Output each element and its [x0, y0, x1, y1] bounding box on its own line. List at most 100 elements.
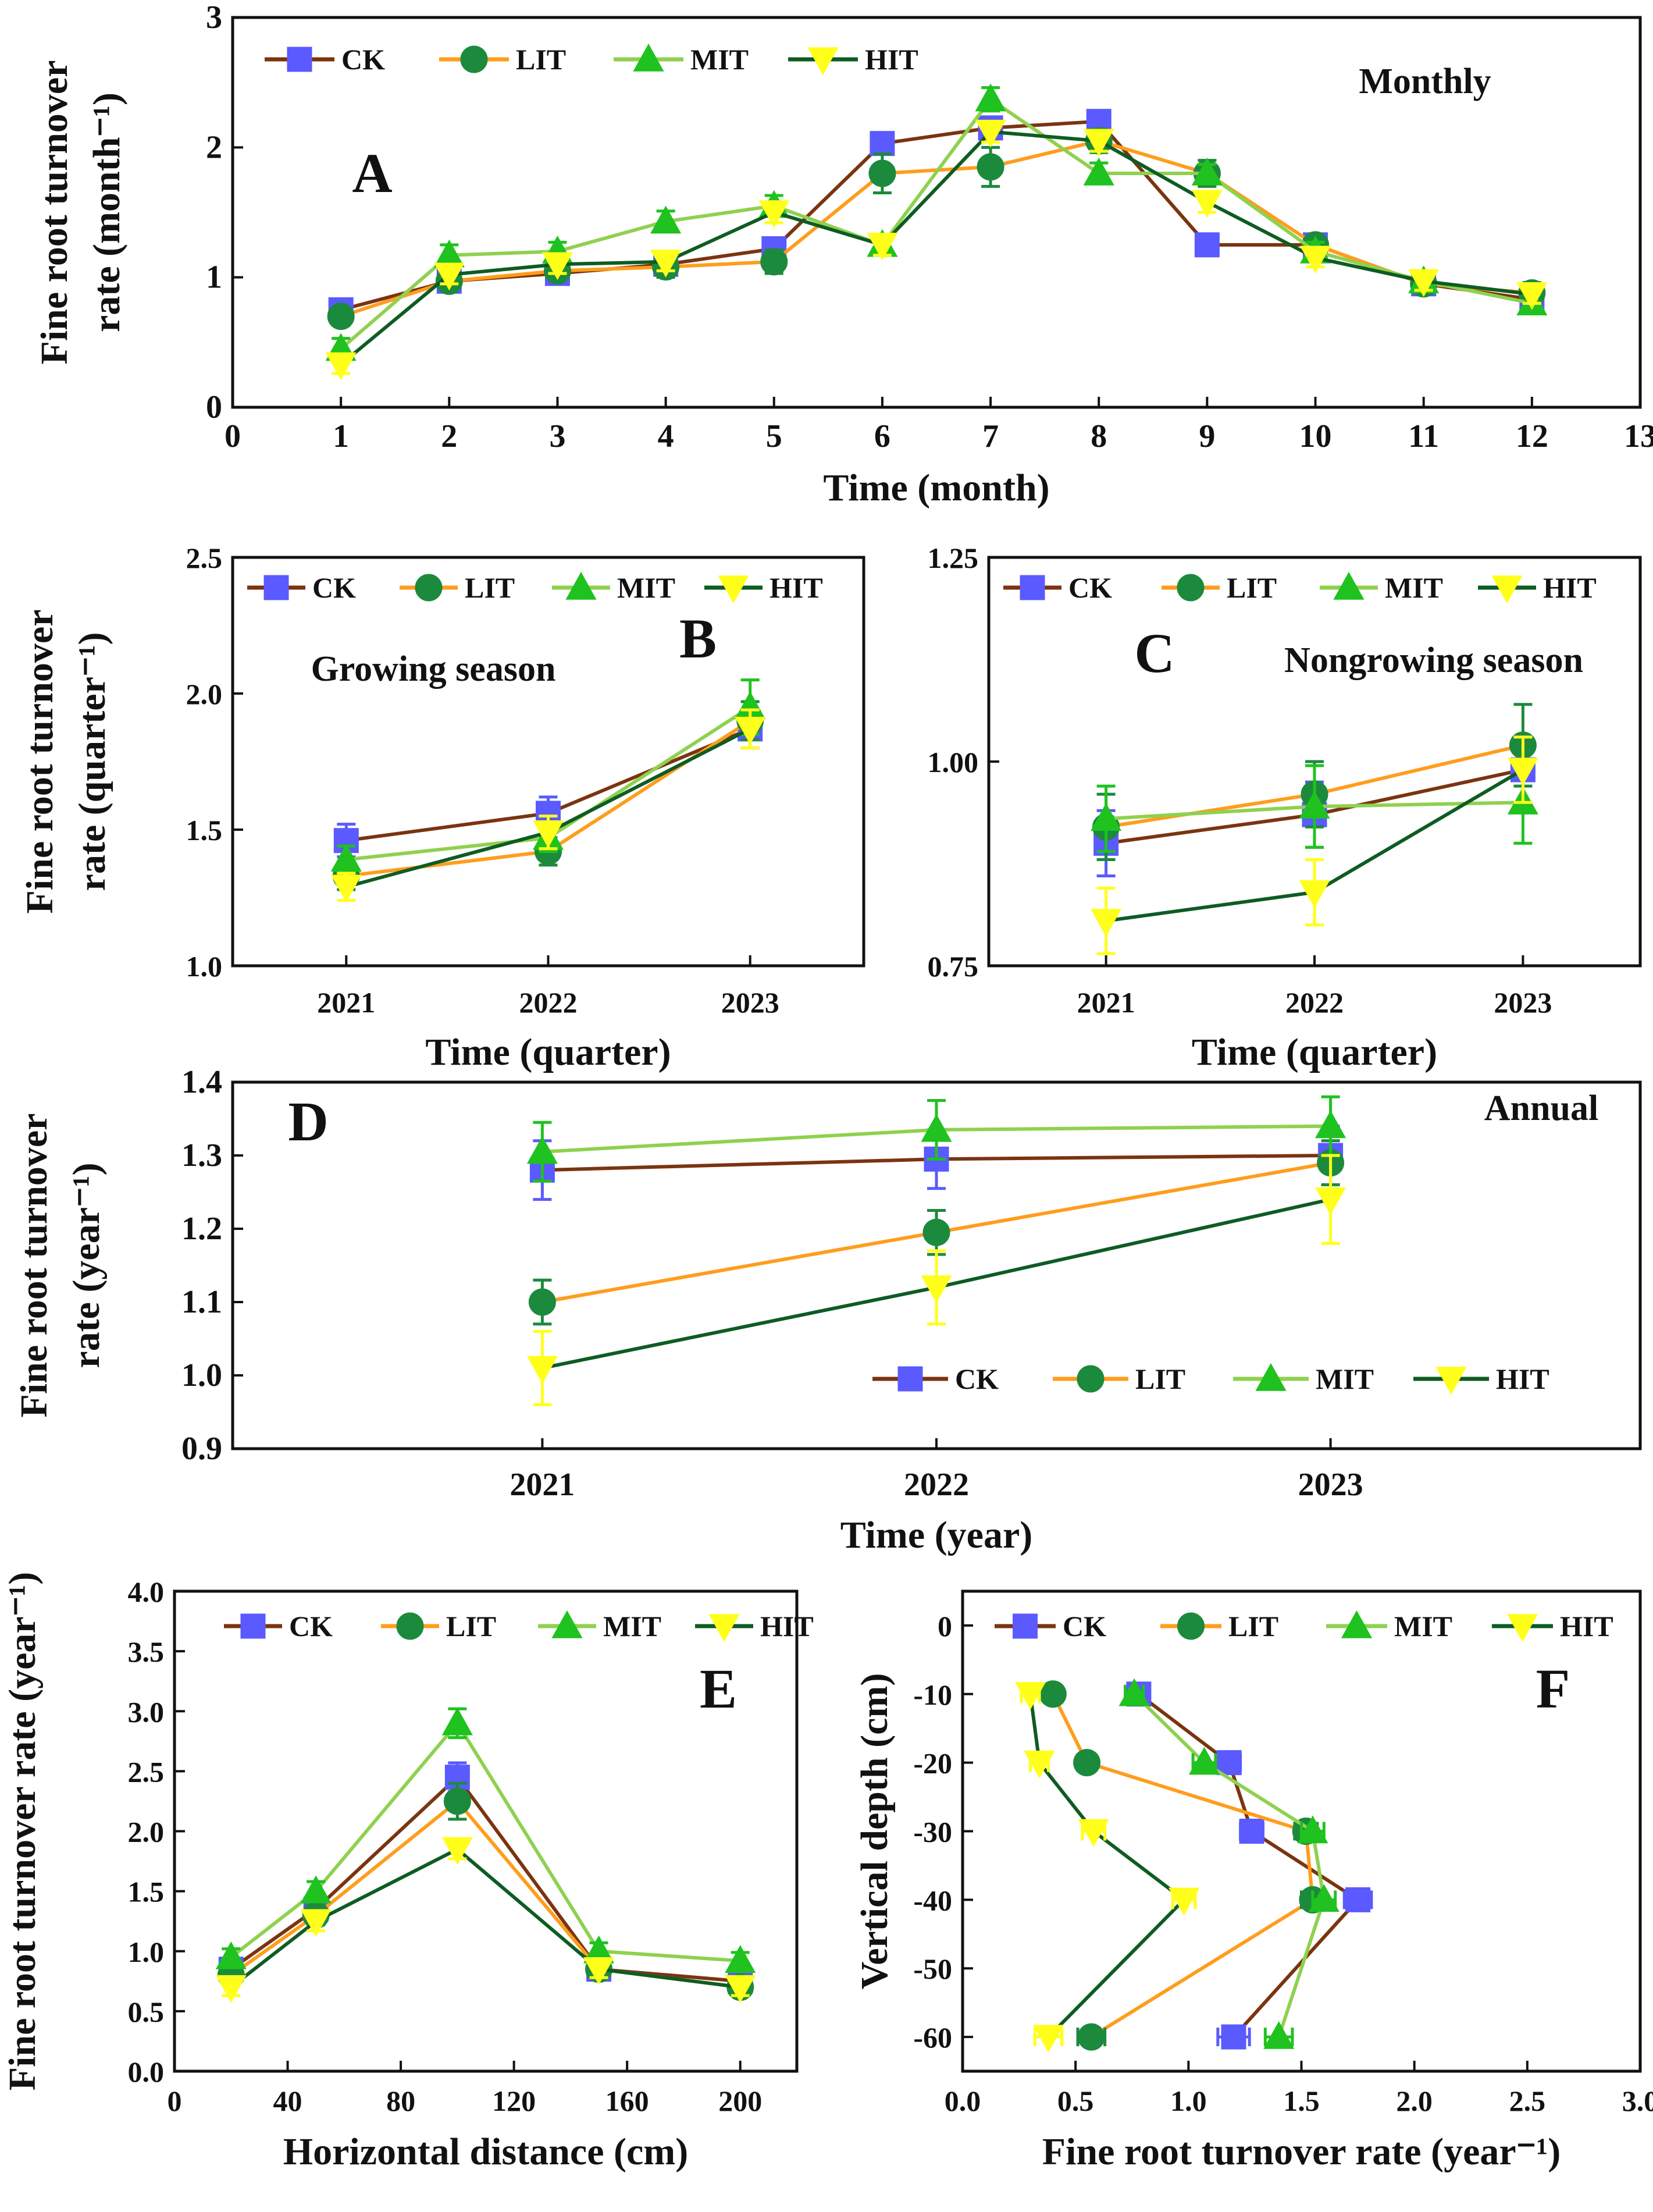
legend-marker-ck [263, 575, 289, 600]
y-tick-label: 0.0 [128, 2055, 165, 2088]
series-hit [325, 119, 1548, 380]
data-point-mit [1315, 1110, 1346, 1139]
data-point-hit [1078, 1819, 1109, 1847]
y-tick-label: 1.5 [128, 1876, 165, 1908]
x-axis-title: Time (quarter) [425, 1031, 671, 1073]
x-tick-label: 80 [386, 2085, 415, 2117]
series-mit [526, 1095, 1346, 1183]
series-hit [1014, 1682, 1200, 2053]
data-point-lit [868, 159, 896, 187]
y-tick-label: 2.0 [186, 678, 223, 710]
x-tick-label: 2021 [1077, 986, 1135, 1019]
x-tick-label: 0 [168, 2085, 182, 2117]
legend-marker-mit [1255, 1363, 1287, 1391]
data-point-hit [1315, 1187, 1346, 1215]
x-tick-label: 2 [441, 418, 457, 454]
data-point-mit [1308, 1884, 1340, 1912]
legend-label-ck: CK [955, 1363, 999, 1395]
annotation-a: Monthly [1359, 62, 1491, 101]
y-axis-title-line1: Fine root turnover [13, 1113, 55, 1417]
data-point-ck [1194, 232, 1220, 258]
y-tick-label: 0.75 [928, 950, 979, 983]
data-point-lit [922, 1218, 950, 1246]
x-tick-label: 2022 [1285, 986, 1344, 1019]
y-tick-label: -20 [913, 1747, 952, 1780]
annotation-c: Nongrowing season [1284, 641, 1583, 680]
data-point-hit [650, 250, 682, 278]
series-line-mit [1133, 1692, 1326, 2038]
legend-marker-hit [1506, 1614, 1538, 1642]
data-point-hit [532, 820, 564, 848]
panel-e: 0 40 80 120 160 200 0.0 0.5 1.0 1.5 2.0 2.5 3.0 3.5 4.… [1, 1572, 814, 2173]
x-tick-label: 2022 [904, 1467, 969, 1503]
x-tick-label: 40 [273, 2085, 302, 2117]
legend-label-mit: MIT [1385, 571, 1443, 604]
y-axis-title: Vertical depth (cm) [853, 1673, 896, 1990]
data-point-lit [528, 1288, 556, 1316]
data-point-lit [977, 153, 1004, 181]
data-point-mit [215, 1941, 247, 1969]
legend-marker-hit [807, 47, 839, 76]
data-point-mit [1191, 157, 1223, 186]
legend-marker-ck [897, 1366, 923, 1392]
data-point-hit [758, 200, 790, 229]
series-line-hit [340, 130, 1533, 366]
legend-label-mit: MIT [690, 43, 749, 76]
series-ck [1126, 1681, 1373, 2050]
series-ck [218, 1761, 753, 1994]
x-tick-label: 11 [1408, 418, 1439, 454]
data-point-hit [1299, 246, 1331, 274]
data-point-mit [441, 1707, 473, 1736]
x-tick-label: 160 [605, 2085, 649, 2117]
legend-label-ck: CK [1063, 1610, 1106, 1642]
legend-label-hit: HIT [760, 1610, 814, 1642]
annotation-b: Growing season [311, 649, 556, 689]
y-tick-label: 3.0 [128, 1695, 165, 1728]
y-tick-label: 1.3 [181, 1137, 222, 1173]
y-tick-label: -30 [913, 1816, 952, 1848]
legend-label-ck: CK [1068, 571, 1112, 604]
data-point-hit [325, 352, 357, 380]
x-axis-title: Horizontal distance (cm) [283, 2131, 689, 2173]
legend-marker-ck [1020, 575, 1045, 600]
legend-label-mit: MIT [617, 571, 675, 604]
series-mit [325, 83, 1548, 361]
legend-marker-lit [1077, 1365, 1105, 1393]
y-tick-label: 1.5 [186, 814, 223, 847]
data-point-hit [330, 874, 362, 903]
series-lit [327, 127, 1546, 330]
y-tick-label: 3 [206, 0, 222, 35]
plot-frame [231, 16, 1642, 409]
data-point-hit [1083, 129, 1114, 157]
legend-marker-lit [1177, 574, 1205, 602]
y-axis-title-line1: Fine root turnover [33, 60, 76, 364]
x-tick-label: 2021 [317, 986, 375, 1019]
x-tick-label: 7 [982, 418, 999, 454]
data-point-ck [1345, 1887, 1371, 1912]
data-point-mit [921, 1114, 952, 1142]
panel-c: 2021 2022 2023 0.75 1.00 1.25 Time (quarter) CK… [928, 542, 1642, 1073]
series-hit [526, 1154, 1346, 1406]
series-mit [1118, 1678, 1340, 2049]
data-point-mit [1091, 803, 1122, 831]
legend-label-lit: LIT [516, 43, 566, 76]
legend-label-hit: HIT [865, 43, 918, 76]
x-tick-label: 6 [874, 418, 890, 454]
series-lit [1039, 1680, 1327, 2051]
x-tick-label: 120 [492, 2085, 536, 2117]
y-axis-title-line2: rate (month⁻¹) [86, 93, 128, 332]
series-mit [215, 1707, 756, 1973]
panel-d: 2021 2022 2023 0.9 1.0 1.1 1.2 1.3 1.4 Time (year… [13, 1064, 1642, 1556]
legend-marker-hit [1491, 575, 1523, 604]
legend-marker-mit [551, 1610, 583, 1638]
series-hit [215, 1837, 756, 2003]
data-point-hit [1191, 190, 1223, 218]
legend-marker-ck [240, 1613, 266, 1639]
panel-b: 2021 2022 2023 1.0 1.5 2.0 2.5 Time (quarter) Fi… [19, 542, 865, 1073]
y-tick-label: 1.4 [181, 1064, 222, 1100]
legend-marker-mit [565, 571, 597, 600]
legend-label-hit: HIT [1560, 1610, 1613, 1642]
x-tick-label: 8 [1091, 418, 1107, 454]
x-tick-label: 2.5 [1509, 2085, 1546, 2117]
